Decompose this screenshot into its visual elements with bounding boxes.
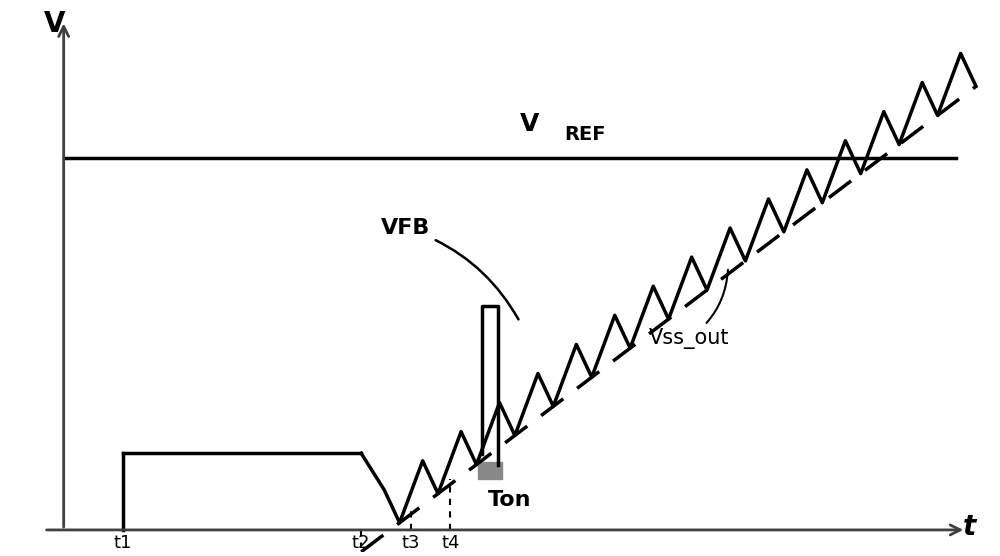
Text: VFB: VFB [381,218,518,319]
Text: V: V [520,112,539,136]
Text: t1: t1 [114,534,132,552]
Polygon shape [478,463,502,479]
Text: Ton: Ton [488,490,532,510]
Text: V: V [44,9,65,38]
Text: t3: t3 [402,534,420,552]
Text: Vss_out: Vss_out [649,270,729,349]
Text: t2: t2 [352,534,370,552]
Text: REF: REF [564,125,606,144]
Text: t: t [963,513,976,541]
Text: t4: t4 [441,534,460,552]
